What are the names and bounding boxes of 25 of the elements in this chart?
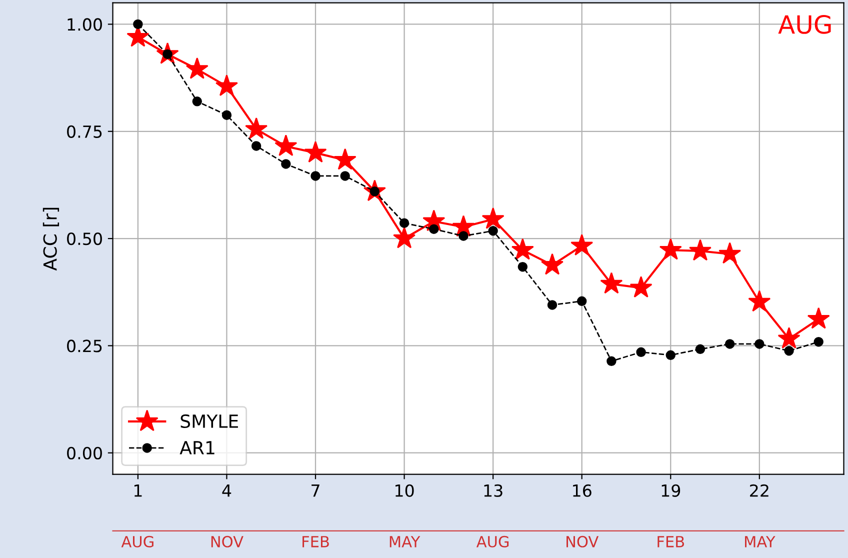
- text: AUG: [476, 536, 509, 548]
- y-tick-label: 0.75: [67, 125, 102, 138]
- x-tick-label: 10: [396, 484, 414, 497]
- x-tick-label: 4: [222, 484, 232, 497]
- x-tick-label: 19: [662, 484, 680, 497]
- text: NOV: [566, 536, 599, 548]
- text: NOV: [211, 536, 244, 548]
- text: MAY: [745, 536, 776, 548]
- x-tick-label: 16: [573, 484, 592, 497]
- y-tick-label: 0.50: [67, 232, 102, 246]
- y-tick-label: 1.00: [68, 18, 102, 31]
- y-tick-label: 0.00: [67, 446, 102, 460]
- text: FEB: [658, 536, 684, 548]
- legend-label: SMYLE: [180, 414, 238, 428]
- text: MAY: [390, 536, 420, 548]
- x-tick-label: 13: [484, 484, 502, 497]
- annotation: AUG: [778, 15, 831, 34]
- y-axis-title: ACC [r]: [42, 208, 60, 271]
- text: AUG: [121, 536, 154, 548]
- legend-label: AR1: [180, 441, 214, 454]
- x-tick-label: 1: [134, 484, 142, 497]
- y-tick-label: 0.25: [67, 340, 102, 352]
- text: FEB: [302, 536, 329, 548]
- x-tick-label: 22: [750, 484, 768, 497]
- x-tick-label: 7: [312, 484, 320, 497]
